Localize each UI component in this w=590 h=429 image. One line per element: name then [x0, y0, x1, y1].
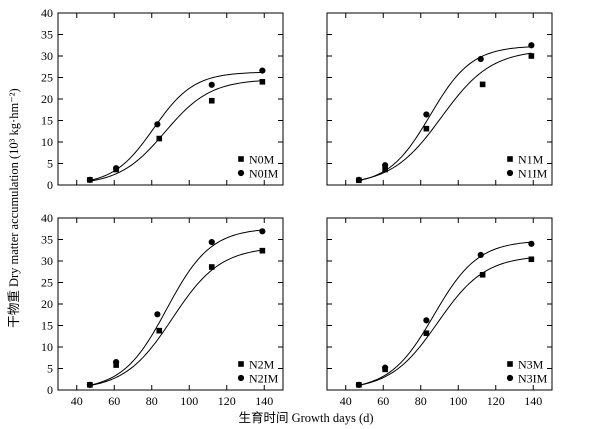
legend-label-N3IM: N3IM [518, 372, 548, 386]
legend-label-N3M: N3M [518, 358, 544, 372]
data-point-N0M [156, 135, 163, 142]
data-point-N1M [479, 81, 486, 88]
data-point-N1IM [477, 55, 484, 63]
data-point-N2IM [259, 228, 266, 235]
y-tick-label: 30 [41, 254, 53, 268]
legend-label-N0M: N0M [249, 153, 275, 167]
data-point-N1IM [423, 111, 430, 118]
x-tick-label: 40 [340, 394, 352, 408]
fit-curve-N0IM [89, 71, 263, 181]
data-point-N1IM [528, 42, 535, 49]
y-tick-label: 15 [41, 319, 53, 333]
data-point-N2IM [208, 238, 215, 246]
data-point-N0IM [113, 165, 120, 172]
data-point-N0IM [259, 67, 266, 74]
legend-marker-N3IM [506, 374, 514, 382]
y-tick-label: 5 [47, 157, 53, 171]
legend-marker-N1M [507, 156, 513, 162]
data-point-N1M [423, 125, 430, 132]
y-tick-label: 25 [41, 71, 53, 85]
legend-label-N0IM: N0IM [249, 167, 279, 181]
data-point-N2M [156, 327, 163, 334]
x-tick-label: 100 [449, 394, 467, 408]
data-point-N2IM [113, 358, 120, 366]
x-tick-label: 40 [71, 394, 83, 408]
fit-curve-N1M [358, 52, 532, 181]
y-tick-label: 10 [41, 340, 53, 354]
legend-marker-N3M [507, 361, 513, 367]
legend-label-N1M: N1M [518, 153, 544, 167]
y-tick-label: 20 [41, 297, 53, 311]
data-point-N2IM [154, 311, 161, 318]
fit-curve-N3M [358, 257, 532, 386]
fit-curve-N3IM [358, 241, 532, 386]
fit-curve-N1IM [358, 46, 532, 182]
x-tick-label: 120 [218, 394, 236, 408]
x-tick-label: 60 [377, 394, 389, 408]
legend-label-N2IM: N2IM [249, 372, 279, 386]
x-tick-label: 80 [146, 394, 158, 408]
legend-marker-N1IM [506, 169, 514, 177]
data-point-N2M [208, 264, 215, 270]
y-tick-label: 25 [41, 276, 53, 290]
legend-marker-N0IM [237, 169, 245, 177]
y-axis-label: 干物重 Dry matter accumulation (10³ kg·hm⁻²… [6, 88, 21, 327]
data-point-N1M [528, 53, 535, 59]
data-point-N2M [259, 247, 266, 254]
legend-marker-N2IM [237, 374, 245, 382]
x-tick-label: 140 [524, 394, 542, 408]
data-point-N3IM [423, 317, 430, 324]
x-tick-label: 80 [415, 394, 427, 408]
data-point-N3M [528, 256, 535, 263]
y-tick-label: 30 [41, 49, 53, 63]
fit-curve-N2IM [89, 229, 263, 386]
data-point-N3IM [382, 364, 389, 371]
fit-curve-N2M [89, 249, 263, 387]
y-tick-label: 20 [41, 92, 53, 106]
data-point-N3IM [477, 251, 484, 259]
y-tick-label: 40 [41, 211, 53, 225]
y-tick-label: 10 [41, 135, 53, 149]
data-point-N3IM [528, 240, 535, 247]
y-tick-label: 40 [41, 6, 53, 20]
data-point-N1IM [355, 176, 362, 183]
x-tick-label: 140 [255, 394, 273, 408]
y-tick-label: 0 [47, 178, 53, 192]
y-tick-label: 15 [41, 114, 53, 128]
data-point-N0M [259, 79, 266, 85]
fit-curve-N0M [89, 80, 263, 182]
data-point-N0IM [154, 121, 161, 128]
data-point-N1IM [382, 162, 389, 169]
y-tick-label: 5 [47, 362, 53, 376]
y-tick-label: 35 [41, 233, 53, 247]
data-point-N0M [208, 97, 215, 104]
data-point-N2IM [86, 381, 93, 388]
x-tick-label: 60 [108, 394, 120, 408]
x-tick-label: 100 [180, 394, 198, 408]
data-point-N3M [479, 271, 486, 278]
y-tick-label: 0 [47, 383, 53, 397]
data-point-N0IM [208, 81, 215, 88]
legend-label-N1IM: N1IM [518, 167, 548, 181]
data-point-N3IM [355, 381, 362, 388]
legend-marker-N2M [238, 361, 244, 367]
x-axis-label: 生育时间 Growth days (d) [238, 410, 373, 425]
data-point-N1M [382, 166, 388, 173]
y-tick-label: 35 [41, 28, 53, 42]
x-tick-label: 120 [487, 394, 505, 408]
data-point-N0IM [86, 176, 93, 183]
data-point-N3M [423, 330, 430, 337]
legend-marker-N0M [238, 156, 244, 162]
legend-label-N2M: N2M [249, 358, 275, 372]
